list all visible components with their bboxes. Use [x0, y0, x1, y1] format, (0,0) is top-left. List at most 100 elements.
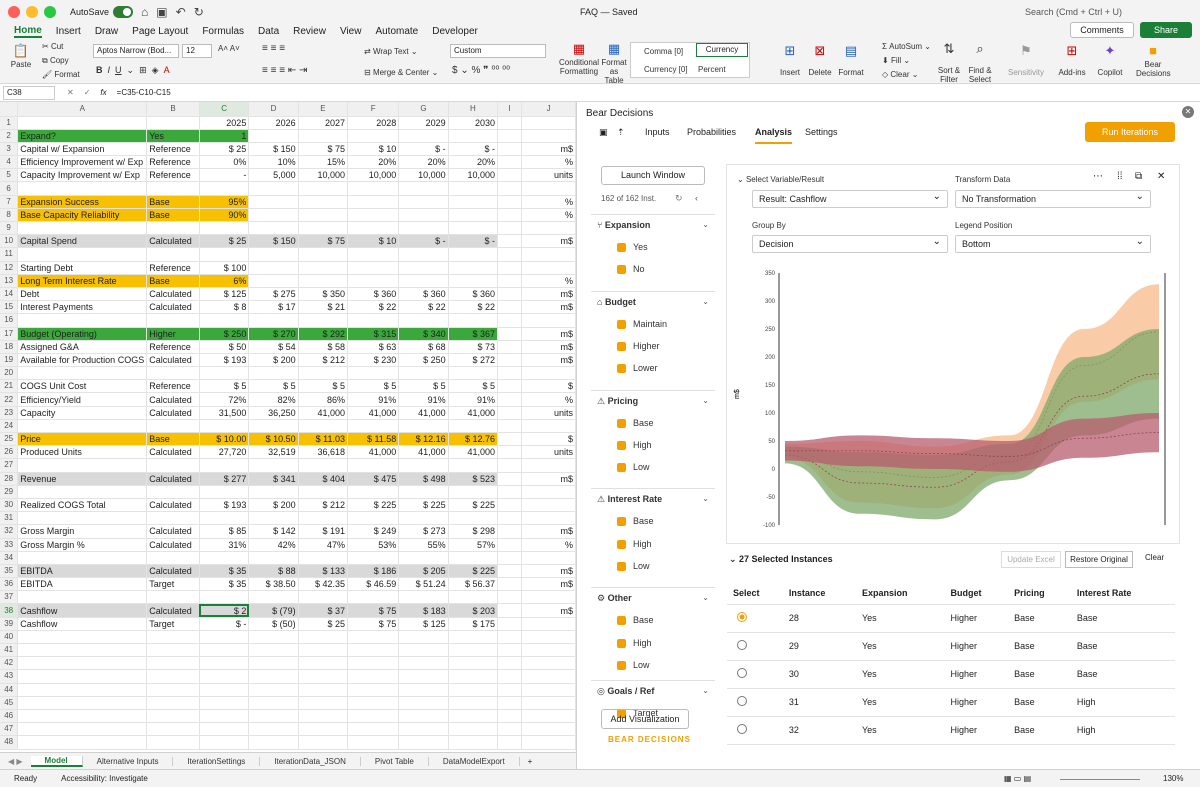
- cell[interactable]: Base: [146, 274, 200, 288]
- cell[interactable]: [199, 683, 250, 697]
- cell[interactable]: [17, 656, 148, 671]
- row-header[interactable]: 38: [0, 603, 19, 618]
- cell[interactable]: m$: [521, 472, 576, 486]
- column-header[interactable]: D: [248, 102, 299, 117]
- cell[interactable]: $ 225: [398, 498, 449, 513]
- cell[interactable]: [497, 168, 523, 183]
- cell[interactable]: [146, 551, 200, 565]
- cell[interactable]: 10,000: [298, 168, 349, 183]
- cell[interactable]: [298, 551, 349, 565]
- cell[interactable]: [448, 630, 499, 645]
- cell[interactable]: Calculated: [146, 234, 200, 249]
- cell[interactable]: [398, 274, 449, 288]
- cell[interactable]: [248, 129, 299, 143]
- cell[interactable]: $ 367: [448, 327, 499, 341]
- cell[interactable]: [347, 590, 400, 605]
- cell[interactable]: [497, 274, 523, 288]
- cell[interactable]: 5,000: [248, 168, 299, 183]
- cell[interactable]: [398, 313, 449, 328]
- cell[interactable]: 91%: [448, 392, 499, 407]
- column-header[interactable]: Select: [727, 582, 783, 605]
- cell[interactable]: $ 272: [448, 353, 499, 368]
- formula-input[interactable]: =C35-C10-C15: [116, 88, 171, 97]
- cell[interactable]: 31%: [199, 538, 250, 552]
- cell[interactable]: $ 249: [347, 524, 400, 539]
- cell[interactable]: [17, 683, 148, 697]
- export-icon[interactable]: ⇡: [617, 127, 625, 137]
- cell[interactable]: $ 230: [347, 353, 400, 368]
- checkbox[interactable]: [617, 709, 626, 719]
- cell[interactable]: $ 273: [398, 524, 449, 539]
- cell[interactable]: Reference: [146, 261, 200, 275]
- cell[interactable]: [146, 511, 200, 526]
- cell[interactable]: [398, 683, 449, 697]
- cell[interactable]: [199, 709, 250, 724]
- cell[interactable]: [298, 696, 349, 710]
- cell[interactable]: [17, 181, 148, 196]
- cell[interactable]: $ 38.50: [248, 577, 299, 592]
- cell[interactable]: 47%: [298, 538, 349, 552]
- cell[interactable]: [448, 643, 499, 658]
- cell[interactable]: [199, 485, 250, 499]
- row-header[interactable]: 33: [0, 538, 19, 552]
- cell[interactable]: [497, 511, 523, 526]
- cell[interactable]: $ 298: [448, 524, 499, 539]
- cell[interactable]: $ 340: [398, 327, 449, 341]
- cell[interactable]: 2030: [448, 116, 499, 130]
- row-header[interactable]: 27: [0, 458, 19, 473]
- cell[interactable]: [199, 181, 250, 196]
- cell[interactable]: [17, 511, 148, 526]
- align-top-icon[interactable]: ≡ ≡ ≡: [262, 43, 286, 54]
- column-header[interactable]: C: [199, 102, 250, 117]
- cell[interactable]: Interest Payments: [17, 300, 148, 315]
- cell[interactable]: [497, 419, 523, 434]
- cell[interactable]: Gross Margin %: [17, 538, 148, 552]
- column-header[interactable]: G: [398, 102, 449, 117]
- cell[interactable]: [298, 590, 349, 605]
- bold-button[interactable]: B I U ⌄ ⊞ ◈ A: [96, 65, 170, 75]
- cell[interactable]: [146, 735, 200, 750]
- cell[interactable]: [347, 261, 400, 275]
- row-header[interactable]: 3: [0, 142, 19, 157]
- cell[interactable]: $ 225: [448, 564, 499, 579]
- cell[interactable]: [448, 656, 499, 671]
- cell[interactable]: $ 22: [347, 300, 400, 315]
- cell[interactable]: [398, 221, 449, 236]
- cell[interactable]: %: [521, 208, 576, 223]
- row-header[interactable]: 15: [0, 300, 19, 315]
- cell[interactable]: $ 5: [448, 379, 499, 394]
- cell[interactable]: [521, 247, 576, 262]
- insert-cells-button[interactable]: ⊞ Insert: [776, 44, 804, 78]
- table-row[interactable]: 31 Yes Higher Base High: [727, 688, 1175, 717]
- cell[interactable]: Reference: [146, 340, 200, 354]
- checkbox[interactable]: [617, 440, 626, 450]
- cell[interactable]: [347, 722, 400, 737]
- cell[interactable]: $ 183: [398, 603, 449, 618]
- cell[interactable]: [521, 551, 576, 565]
- cell[interactable]: [521, 643, 576, 658]
- cell[interactable]: [497, 709, 523, 724]
- cell[interactable]: m$: [521, 234, 576, 249]
- find-select-button[interactable]: ⌕ Find & Select: [966, 42, 994, 85]
- cell[interactable]: [17, 485, 148, 499]
- row-header[interactable]: 19: [0, 353, 19, 368]
- cell[interactable]: [398, 366, 449, 381]
- wrap-text-button[interactable]: ⇄ Wrap Text ⌄: [364, 47, 418, 56]
- cell[interactable]: [497, 366, 523, 381]
- add-sheet-icon[interactable]: +: [527, 756, 533, 766]
- close-window-icon[interactable]: [8, 6, 20, 18]
- cell[interactable]: 41,000: [347, 445, 400, 460]
- spreadsheet-grid[interactable]: A B C D E F G H I J 1 2025 2026 2027 2028 2029 2030 2 Expa…: [0, 102, 576, 752]
- cell[interactable]: $ 498: [398, 472, 449, 486]
- cell[interactable]: Capital w/ Expansion: [17, 142, 148, 157]
- cell[interactable]: Revenue: [17, 472, 148, 486]
- minimize-window-icon[interactable]: [26, 6, 38, 18]
- cell[interactable]: [248, 458, 299, 473]
- selected-instances-label[interactable]: ⌄ 27 Selected Instances: [729, 554, 833, 564]
- cell[interactable]: Calculated: [146, 445, 200, 460]
- fill-button[interactable]: ⬇ Fill ⌄: [882, 56, 911, 65]
- cell[interactable]: Base: [146, 432, 200, 447]
- cell[interactable]: $ 10.50: [248, 432, 299, 447]
- row-header[interactable]: 20: [0, 366, 19, 381]
- cell[interactable]: Target: [146, 577, 200, 592]
